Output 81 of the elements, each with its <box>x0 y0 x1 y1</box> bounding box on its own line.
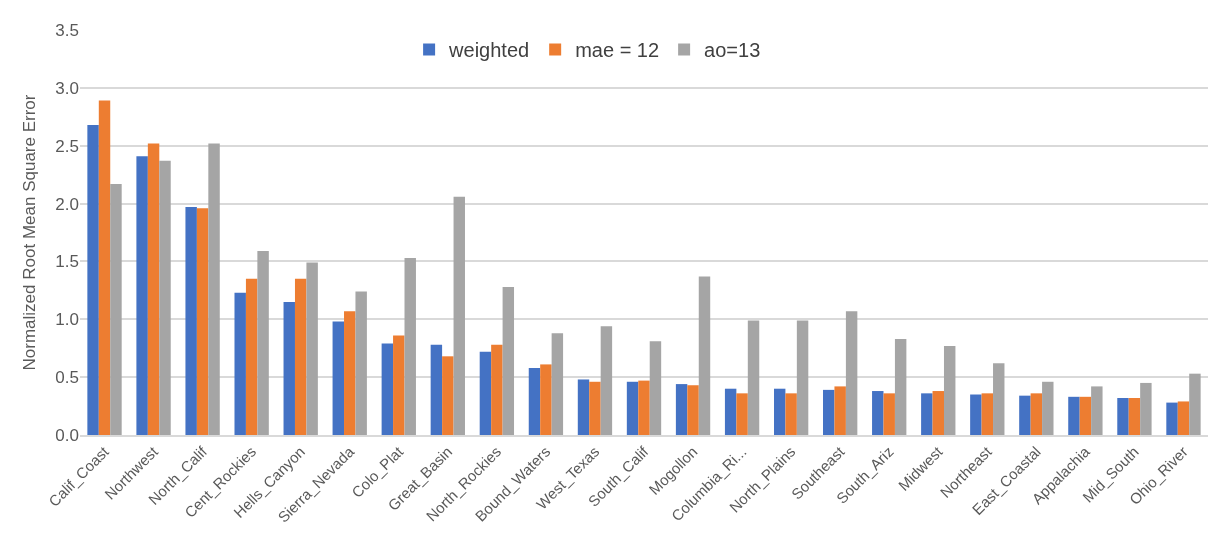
bar <box>502 286 515 435</box>
bar <box>208 143 220 435</box>
y-tick-label: 3.5 <box>55 20 79 40</box>
y-tick-label: 2.5 <box>55 136 79 156</box>
bar <box>943 345 956 435</box>
bar <box>649 341 662 435</box>
bar <box>675 384 688 435</box>
legend-label: ao=13 <box>704 39 761 62</box>
bar <box>430 344 443 435</box>
bar <box>1117 397 1129 435</box>
bar <box>1019 395 1031 435</box>
bar <box>110 183 122 435</box>
bar <box>528 367 541 435</box>
bar <box>442 356 454 435</box>
y-axis-title: Normalized Root Mean Square Error <box>19 94 39 371</box>
bar <box>1189 373 1201 435</box>
bar <box>551 333 564 435</box>
bar <box>283 301 295 435</box>
bar <box>491 344 503 435</box>
bar <box>136 156 148 435</box>
bar <box>993 363 1005 435</box>
bar <box>147 143 160 435</box>
bar <box>332 321 345 435</box>
legend-label: mae = 12 <box>575 39 660 62</box>
bar <box>87 124 99 435</box>
bar <box>381 343 394 435</box>
bar <box>1091 386 1103 435</box>
bar <box>932 391 944 435</box>
bar <box>245 278 258 435</box>
bar <box>1166 402 1178 435</box>
y-tick-label: 0.0 <box>55 425 79 445</box>
y-tick-label: 0.5 <box>55 368 79 388</box>
bar <box>294 278 307 435</box>
y-tick-label: 2.0 <box>55 194 79 214</box>
bar <box>600 326 613 435</box>
bar <box>1128 397 1141 435</box>
bar <box>589 381 601 435</box>
bar <box>773 388 786 435</box>
bar <box>98 100 111 435</box>
y-tick-label: 1.0 <box>55 310 79 330</box>
bar <box>747 320 760 435</box>
bar <box>626 381 639 435</box>
bar <box>921 393 933 435</box>
bar <box>1030 393 1043 435</box>
bar <box>577 379 590 435</box>
bar <box>234 292 246 435</box>
bar <box>724 388 737 435</box>
bar <box>785 393 797 435</box>
bar <box>159 160 171 435</box>
bar <box>196 208 209 435</box>
bar <box>894 338 907 435</box>
bar <box>638 380 650 435</box>
bar <box>344 311 356 435</box>
bar <box>1079 396 1092 435</box>
bar <box>1140 382 1152 435</box>
bar <box>736 393 748 435</box>
bar <box>1042 381 1054 435</box>
bar <box>393 335 405 435</box>
bar <box>185 207 197 435</box>
bar <box>355 291 367 435</box>
bar <box>970 394 982 435</box>
bar <box>453 196 465 435</box>
bar <box>404 257 416 435</box>
bar <box>872 391 884 435</box>
y-tick-label: 1.5 <box>55 252 79 272</box>
bar <box>1177 401 1190 435</box>
bar <box>479 351 492 435</box>
bar <box>845 311 858 435</box>
bar <box>883 393 895 435</box>
bar <box>257 251 269 435</box>
bar <box>306 262 318 435</box>
bar <box>540 364 552 435</box>
bar <box>698 276 711 435</box>
y-tick-label: 3.0 <box>55 78 79 98</box>
bar <box>687 385 699 435</box>
legend-label: weighted <box>448 39 530 62</box>
bar <box>981 393 994 435</box>
bar <box>823 389 835 435</box>
bar <box>796 320 809 435</box>
bar <box>1068 396 1080 435</box>
bar <box>834 386 846 435</box>
